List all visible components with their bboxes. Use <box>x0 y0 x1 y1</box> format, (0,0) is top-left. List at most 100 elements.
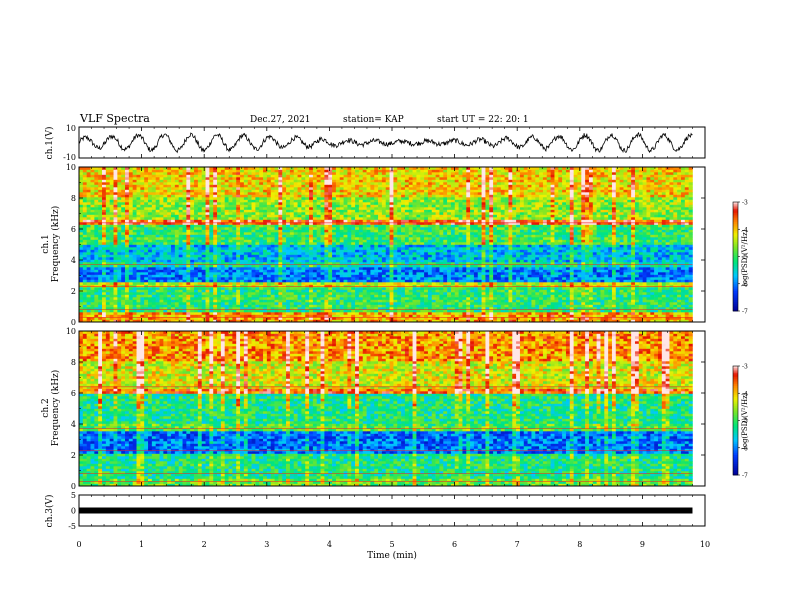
ch1-spectrogram-cell <box>167 255 171 258</box>
ch1-spectrogram-cell <box>508 282 512 285</box>
ch1-spectrogram-cell <box>689 290 693 293</box>
ch1-spectrogram-cell <box>597 267 601 270</box>
ch1-spectrogram-cell <box>639 305 643 308</box>
ch1-spectrogram-cell <box>294 275 298 278</box>
ch1-spectrogram-cell <box>332 247 336 250</box>
ch1-spectrogram-cell <box>462 302 466 305</box>
ch1-spectrogram-cell <box>643 312 647 315</box>
ch1-spectrogram-cell <box>685 287 689 290</box>
ch1-spectrogram-cell <box>516 260 520 263</box>
ch1-spectrogram-cell <box>650 285 654 288</box>
ch1-spectrogram-cell <box>79 245 83 248</box>
ch1-spectrogram-cell <box>355 300 359 303</box>
ch1-spectrogram-cell <box>244 287 248 290</box>
ch1-spectrogram-cell <box>574 270 578 273</box>
ch1-spectrogram-cell <box>298 287 302 290</box>
ch1-spectrogram-cell <box>106 312 110 315</box>
ch1-spectrogram-cell <box>190 272 194 275</box>
ch1-spectrogram-cell <box>363 315 367 318</box>
ch1-spectrogram-cell <box>156 290 160 293</box>
ch1-spectrogram-cell <box>639 315 643 318</box>
ch1-spectrogram-cell <box>497 260 501 263</box>
ch1-spectrogram-cell <box>608 250 612 253</box>
ch1-spectrogram-cell <box>597 290 601 293</box>
ch1-spectrogram-cell <box>508 267 512 270</box>
ch1-spectrogram-cell <box>585 272 589 275</box>
ch1-spectrogram-cell <box>639 275 643 278</box>
ch1-spectrogram-cell <box>474 295 478 298</box>
ch1-spectrogram-cell <box>167 287 171 290</box>
ch1-spectrogram-cell <box>658 252 662 255</box>
ch1-spectrogram-cell <box>489 275 493 278</box>
ch1-spectrogram-cell <box>102 285 106 288</box>
ch1-spectrogram-cell <box>370 315 374 318</box>
ch1-spectrogram-cell <box>355 275 359 278</box>
ch1-spectrogram-cell <box>455 252 459 255</box>
ch1-spectrogram-cell <box>94 270 98 273</box>
ch1-spectrogram-cell <box>620 297 624 300</box>
ch1-spectrogram-cell <box>570 252 574 255</box>
ch1-spectrogram-cell <box>171 292 175 295</box>
ch1-spectrogram-cell <box>424 312 428 315</box>
ch1-spectrogram-cell <box>313 302 317 305</box>
ch1-spectrogram-cell <box>547 287 551 290</box>
ch1-spectrogram-cell <box>547 292 551 295</box>
ch1-spectrogram-cell <box>631 260 635 263</box>
ch1-spectrogram-cell <box>298 270 302 273</box>
ch1-spectrogram-cell <box>344 280 348 283</box>
ch1-spectrogram-cell <box>386 255 390 258</box>
ch1-spectrogram-cell <box>160 287 164 290</box>
ch1-spectrogram-cell <box>171 272 175 275</box>
ch1-spectrogram-cell <box>137 280 141 283</box>
ch1-spectrogram-cell <box>382 312 386 315</box>
ch1-spectrogram-cell <box>643 260 647 263</box>
ch1-spectrogram-cell <box>221 292 225 295</box>
ch1-spectrogram-cell <box>405 287 409 290</box>
ch1-spectrogram-cell <box>305 295 309 298</box>
ch1-spectrogram-cell <box>459 250 463 253</box>
ch1-spectrogram-cell <box>175 260 179 263</box>
ch1-spectrogram-cell <box>585 250 589 253</box>
ch1-spectrogram-cell <box>482 275 486 278</box>
ch1-spectrogram-cell <box>413 247 417 250</box>
ch1-spectrogram-cell <box>547 295 551 298</box>
ch1-spectrogram-cell <box>248 257 252 260</box>
ch1-spectrogram-cell <box>378 305 382 308</box>
ch1-spectrogram-cell <box>600 252 604 255</box>
ch1-spectrogram-cell <box>478 277 482 280</box>
ch1-spectrogram-cell <box>508 257 512 260</box>
ch1-spectrogram-cell <box>324 272 328 275</box>
ch1-spectrogram-cell <box>317 300 321 303</box>
ch1-spectrogram-cell <box>531 312 535 315</box>
ch1-spectrogram-cell <box>669 300 673 303</box>
ch1-spectrogram-cell <box>485 255 489 258</box>
ch1-spectrogram-cell <box>144 292 148 295</box>
ch1-spectrogram-cell <box>94 285 98 288</box>
ch1-spectrogram-cell <box>378 247 382 250</box>
ch1-spectrogram-cell <box>482 315 486 318</box>
ch1-spectrogram-cell <box>577 255 581 258</box>
ch1-spectrogram-cell <box>309 287 313 290</box>
ch1-spectrogram-cell <box>501 312 505 315</box>
ch1-spectrogram-cell <box>439 275 443 278</box>
ch1-spectrogram-cell <box>259 300 263 303</box>
ch1-spectrogram-cell <box>94 287 98 290</box>
ch1-spectrogram-cell <box>252 277 256 280</box>
ch1-spectrogram-cell <box>298 250 302 253</box>
ch1-spectrogram-cell <box>554 287 558 290</box>
ch1-spectrogram-cell <box>344 275 348 278</box>
ch1-spectrogram-cell <box>432 297 436 300</box>
ch1-spectrogram-cell <box>121 282 125 285</box>
ch1-spectrogram-cell <box>286 245 290 248</box>
ch1-spectrogram-cell <box>539 280 543 283</box>
ch1-spectrogram-cell <box>669 270 673 273</box>
ch1-spectrogram-cell <box>669 292 673 295</box>
ch1-spectrogram-cell <box>574 280 578 283</box>
ch1-spectrogram-cell <box>409 252 413 255</box>
ch1-spectrogram-cell <box>328 250 332 253</box>
ch1-spectrogram-cell <box>87 257 91 260</box>
ch1-spectrogram-cell <box>152 270 156 273</box>
ch1-spectrogram-cell <box>639 287 643 290</box>
ch1-spectrogram-cell <box>505 277 509 280</box>
ch1-spectrogram-cell <box>202 255 206 258</box>
